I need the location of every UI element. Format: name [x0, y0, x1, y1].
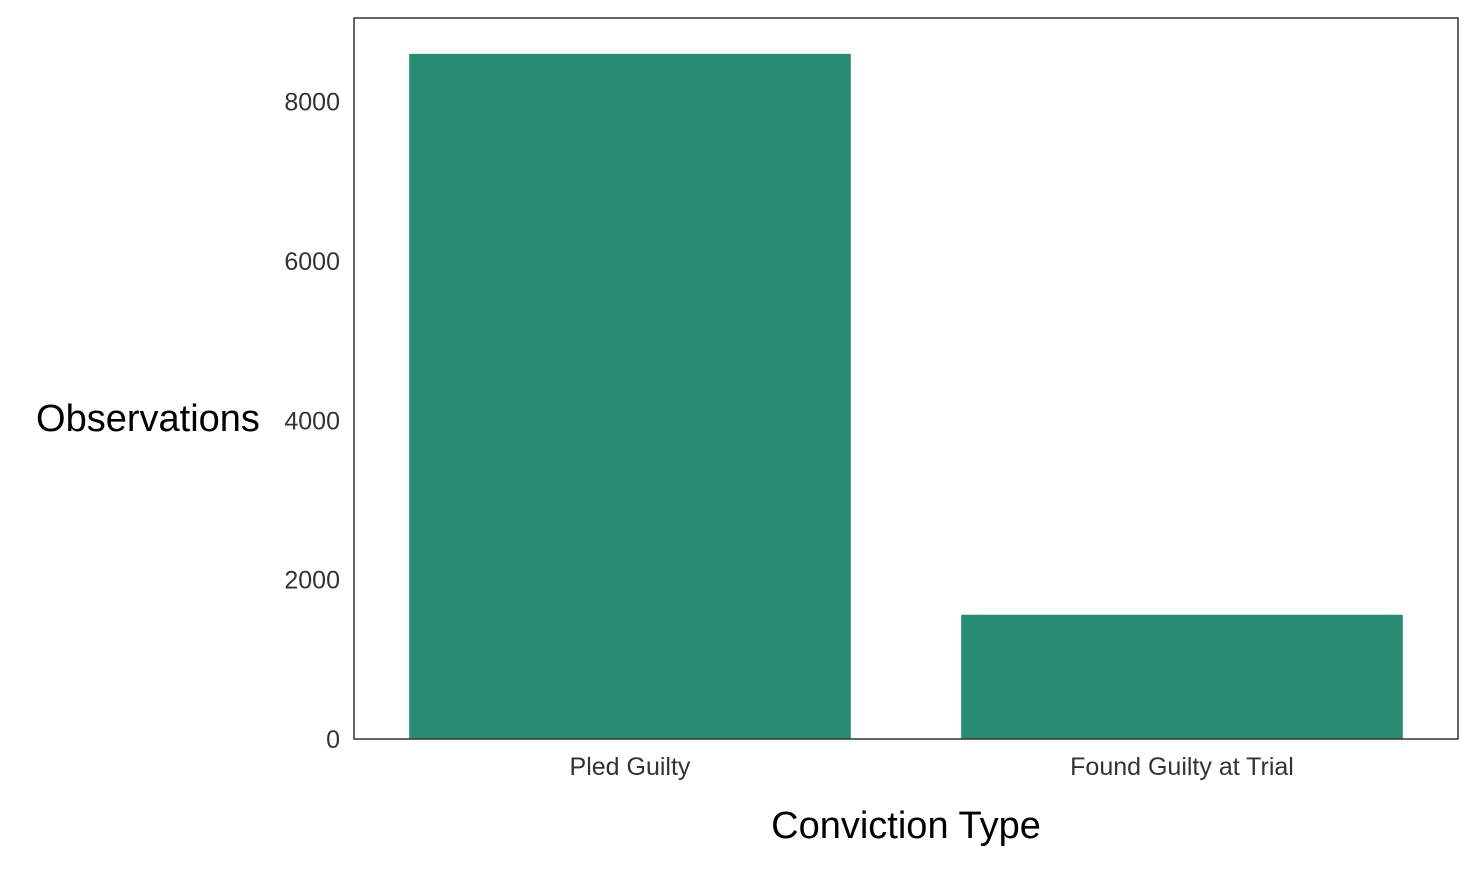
- bar-found-guilty-at-trial: [961, 614, 1403, 739]
- bars-group: [409, 53, 1403, 739]
- x-tick-label: Found Guilty at Trial: [1070, 753, 1294, 781]
- y-axis-title: Observations: [36, 398, 260, 440]
- y-tick-label: 0: [326, 726, 340, 754]
- y-tick-label: 4000: [284, 407, 340, 435]
- plot-frame: [353, 17, 1459, 740]
- x-tick-label: Pled Guilty: [570, 753, 691, 781]
- x-axis-ticks: Pled Guilty Found Guilty at Trial: [570, 753, 1294, 781]
- y-axis-ticks: 0 2000 4000 6000 8000: [284, 89, 340, 754]
- y-tick-label: 8000: [284, 89, 340, 117]
- bar-pled-guilty: [409, 53, 851, 739]
- y-tick-label: 6000: [284, 248, 340, 276]
- y-tick-label: 2000: [284, 567, 340, 595]
- x-axis-title: Conviction Type: [771, 805, 1041, 847]
